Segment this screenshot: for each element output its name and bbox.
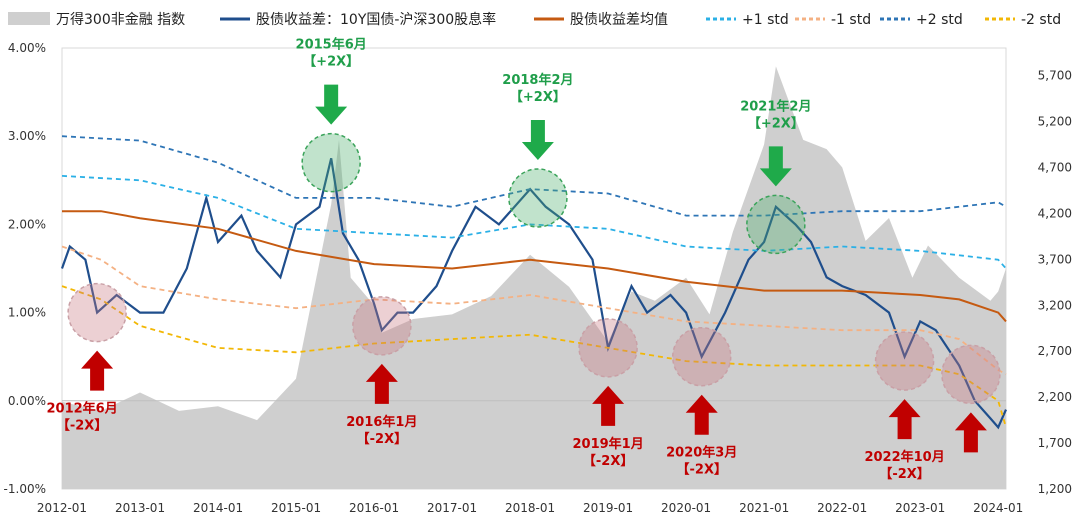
series-line-5 xyxy=(61,135,1007,217)
y-left-tick: 3.00% xyxy=(8,129,46,143)
series-line-4 xyxy=(61,245,1007,376)
annotation-label: 2015年6月 xyxy=(296,37,367,53)
annotation-sub: 【-2X】 xyxy=(583,453,633,469)
annotation-label: 2021年2月 xyxy=(740,98,811,114)
arrow-up-icon xyxy=(81,350,114,391)
legend-item: -1 std xyxy=(831,12,871,28)
x-tick: 2016-01 xyxy=(349,501,399,515)
annotation-circle xyxy=(67,282,127,343)
x-tick: 2018-01 xyxy=(505,501,555,515)
x-tick: 2012-01 xyxy=(37,501,87,515)
arrow-up-icon xyxy=(954,412,987,453)
x-tick: 2021-01 xyxy=(739,501,789,515)
y-left-tick: 0.00% xyxy=(8,394,46,408)
y-right-tick: 3,200 xyxy=(1038,298,1072,312)
annotation-sub: 【-2X】 xyxy=(357,431,407,447)
annotation-circle xyxy=(508,168,568,228)
arrow-up-icon xyxy=(365,363,398,404)
x-tick: 2017-01 xyxy=(427,501,477,515)
y-left-tick: 2.00% xyxy=(8,217,46,231)
x-tick: 2022-01 xyxy=(817,501,867,515)
series-line-2 xyxy=(62,210,1007,323)
arrow-down-icon xyxy=(315,84,348,125)
annotation-label: 2022年10月 xyxy=(864,449,944,465)
y-right-tick: 5,700 xyxy=(1038,69,1072,83)
x-tick: 2023-01 xyxy=(895,501,945,515)
annotation-sub: 【-2X】 xyxy=(879,466,929,482)
legend-item: 股债收益差：10Y国债-沪深300股息率 xyxy=(256,11,496,28)
y-right-tick: 1,200 xyxy=(1038,482,1072,496)
y-right-tick: 4,700 xyxy=(1038,160,1072,174)
annotation-circle xyxy=(874,331,935,391)
annotation-circle xyxy=(578,318,638,378)
x-tick: 2013-01 xyxy=(115,501,165,515)
annotation-sub: 【-2X】 xyxy=(677,462,727,478)
y-left-tick: -1.00% xyxy=(4,482,46,496)
x-tick: 2024-01 xyxy=(973,501,1023,515)
arrow-up-icon xyxy=(685,394,718,435)
arrow-up-icon xyxy=(592,385,625,426)
x-tick: 2014-01 xyxy=(193,501,243,515)
y-right-tick: 3,700 xyxy=(1038,252,1072,266)
arrow-down-icon xyxy=(521,119,554,160)
x-tick: 2020-01 xyxy=(661,501,711,515)
annotation-sub: 【+2X】 xyxy=(303,54,359,70)
annotation-label: 2018年2月 xyxy=(502,72,573,88)
annotation-sub: 【-2X】 xyxy=(57,418,107,434)
series-line-6 xyxy=(61,285,1007,428)
annotation-sub: 【+2X】 xyxy=(510,89,566,105)
y-left-tick: 4.00% xyxy=(8,41,46,55)
arrow-down-icon xyxy=(759,146,792,187)
legend-swatch xyxy=(8,12,50,25)
annotation-circle xyxy=(352,296,412,356)
legend-item: 股债收益差均值 xyxy=(570,12,668,28)
y-right-tick: 2,200 xyxy=(1038,390,1072,404)
annotation-circle xyxy=(671,326,732,387)
annotation-sub: 【+2X】 xyxy=(748,115,804,131)
legend-item: -2 std xyxy=(1021,12,1061,28)
legend-item: +1 std xyxy=(742,12,789,28)
annotation-label: 2012年6月 xyxy=(46,401,117,417)
annotation-circle xyxy=(301,132,361,193)
y-right-tick: 5,200 xyxy=(1038,115,1072,129)
annotation-label: 2020年3月 xyxy=(666,445,737,461)
series-line-3 xyxy=(61,175,1007,270)
legend-item: 万得300非金融 指数 xyxy=(56,11,185,28)
y-right-tick: 2,700 xyxy=(1038,344,1072,358)
annotation-label: 2016年1月 xyxy=(346,414,417,430)
y-right-tick: 4,200 xyxy=(1038,206,1072,220)
arrow-up-icon xyxy=(888,399,921,440)
annotation-circle xyxy=(746,194,806,255)
y-left-tick: 1.00% xyxy=(8,306,46,320)
series-line-1 xyxy=(60,158,1008,430)
y-right-tick: 1,700 xyxy=(1038,436,1072,450)
legend-item: +2 std xyxy=(916,12,963,28)
annotation-circle xyxy=(941,344,1001,405)
x-tick: 2019-01 xyxy=(583,501,633,515)
x-tick: 2015-01 xyxy=(271,501,321,515)
annotation-label: 2019年1月 xyxy=(572,436,643,452)
